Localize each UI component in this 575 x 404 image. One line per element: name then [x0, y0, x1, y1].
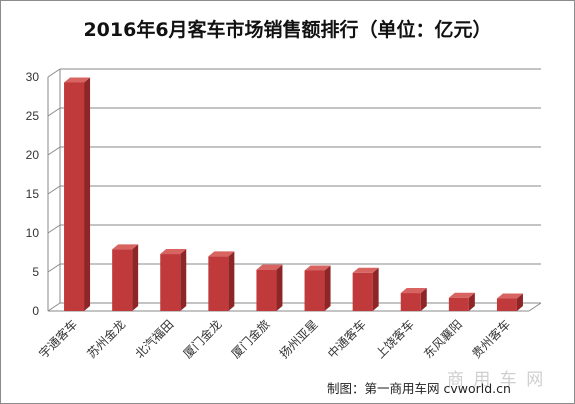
x-tick-label: 厦门金旅 — [228, 317, 273, 362]
bar-side — [180, 249, 187, 311]
bar-front — [160, 254, 181, 311]
bar-top — [400, 288, 427, 294]
bar-厦门金龙 — [208, 251, 235, 311]
bar-side — [372, 267, 379, 311]
bar-top — [304, 265, 331, 271]
bar-side — [324, 265, 331, 311]
bar-side — [468, 292, 475, 311]
bar-宇通客车 — [64, 77, 91, 312]
bar-top — [160, 249, 187, 255]
bar-side — [276, 264, 283, 311]
bar-top — [64, 77, 91, 83]
bar-top — [496, 293, 523, 299]
bar-front — [112, 249, 133, 311]
grid-slant-0 — [47, 302, 61, 312]
bar-front — [208, 256, 229, 311]
x-tick-label: 上饶客车 — [372, 317, 417, 362]
bars — [64, 77, 523, 312]
grid-slant-30 — [47, 68, 61, 78]
bar-side — [228, 251, 235, 311]
bar-top — [448, 292, 475, 298]
bar-top — [112, 244, 139, 250]
y-tick-label: 10 — [26, 226, 40, 240]
grid-slant-15 — [47, 185, 61, 195]
bar-side — [516, 293, 523, 311]
bar-厦门金旅 — [256, 264, 283, 311]
bar-front — [256, 269, 277, 311]
bar-front — [400, 293, 421, 311]
x-tick-label: 东风襄阳 — [420, 317, 465, 362]
bar-东风襄阳 — [448, 292, 475, 311]
grid-slant-25 — [47, 107, 61, 117]
floor-edge — [528, 302, 542, 312]
bar-贵州客车 — [496, 293, 523, 311]
bar-side — [132, 244, 139, 311]
bar-上饶客车 — [400, 288, 427, 311]
x-tick-label: 北汽福田 — [132, 317, 177, 362]
bar-side — [84, 77, 91, 312]
bar-front — [352, 272, 373, 311]
bar-top — [208, 251, 235, 257]
y-tick-label: 5 — [32, 265, 39, 279]
grid-slant-10 — [47, 224, 61, 234]
bar-side — [420, 288, 427, 311]
bar-front — [304, 270, 325, 311]
x-tick-label: 贵州客车 — [469, 317, 514, 362]
bar-北汽福田 — [160, 249, 187, 311]
bar-top — [352, 267, 379, 273]
x-tick-label: 宇通客车 — [36, 317, 81, 362]
y-tick-label: 20 — [26, 148, 40, 162]
watermark-text: 商 用 车 网 — [447, 370, 546, 390]
bar-front — [496, 298, 517, 311]
x-tick-label: 苏州金龙 — [84, 317, 129, 362]
x-tick-label: 厦门金龙 — [180, 317, 225, 362]
grid-slant-20 — [47, 146, 61, 156]
y-tick-labels: 0 5 10 15 20 25 30 — [26, 70, 40, 318]
bar-front — [448, 297, 469, 311]
x-tick-label: 扬州亚星 — [276, 317, 321, 362]
x-tick-labels: 宇通客车 苏州金龙 北汽福田 厦门金龙 厦门金旅 扬州亚星 中通客车 上饶客车 东风襄阳 贵州客车 — [36, 317, 513, 362]
bar-top — [256, 264, 283, 270]
credit-text: 制图：第一商用车网 cvworld.cn — [327, 381, 511, 396]
x-tick-label: 中通客车 — [324, 317, 369, 362]
bar-front — [64, 82, 85, 312]
bar-苏州金龙 — [112, 244, 139, 311]
bar-扬州亚星 — [304, 265, 331, 311]
y-tick-label: 25 — [26, 109, 40, 123]
y-tick-label: 30 — [26, 70, 40, 84]
chart-title: 2016年6月客车市场销售额排行（单位：亿元） — [83, 19, 492, 41]
grid-lines — [47, 68, 541, 312]
grid-slant-5 — [47, 263, 61, 273]
y-tick-label: 0 — [32, 304, 39, 318]
bar-中通客车 — [352, 267, 379, 311]
y-tick-label: 15 — [26, 187, 40, 201]
